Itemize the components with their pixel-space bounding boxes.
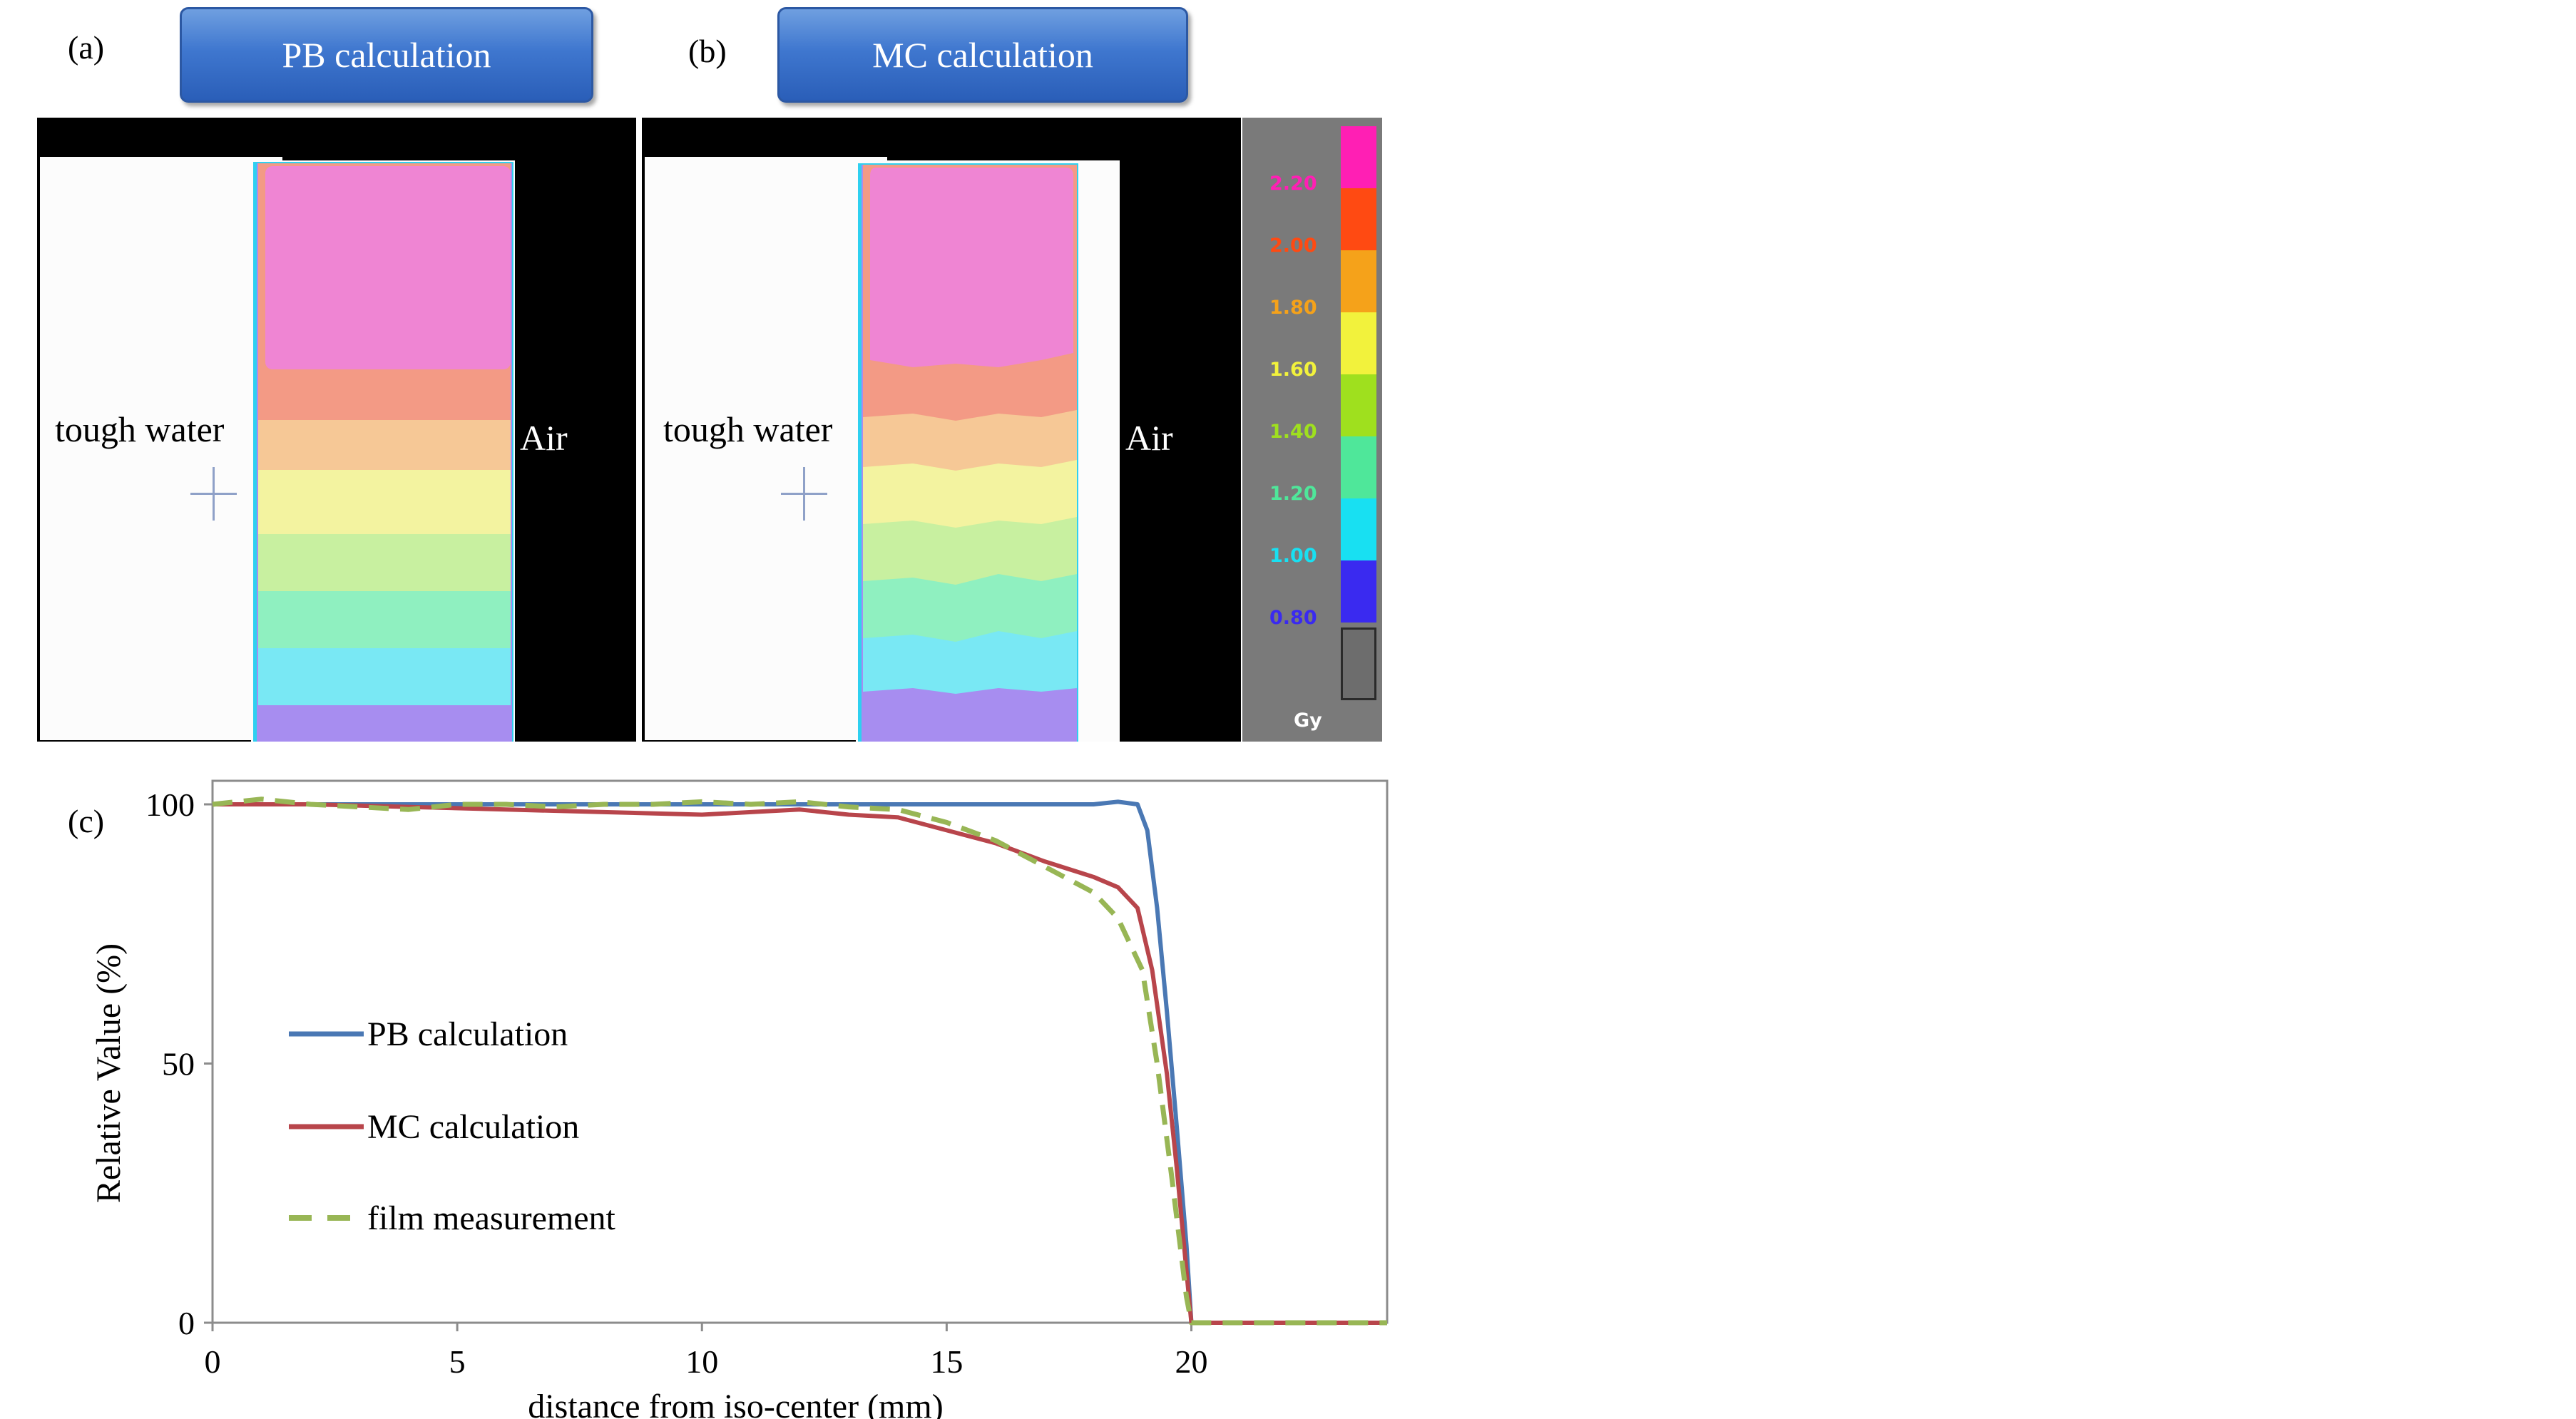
mc-dose-bands	[856, 160, 1120, 742]
scale-block-2-20	[1341, 126, 1376, 188]
scale-label-2-00: 2.00	[1269, 235, 1317, 257]
panel-a-label: (a)	[68, 29, 105, 66]
legend-label-3: film measurement	[367, 1199, 616, 1237]
scale-block-1-80	[1341, 250, 1376, 312]
scale-block-2-00	[1341, 188, 1376, 250]
relative-dose-chart: 0 50 100 0 5 10 15 20 distance from iso-center (…	[90, 779, 1389, 1419]
y-tick-label: 50	[162, 1046, 195, 1082]
plot-area	[211, 779, 1389, 1324]
scale-block-1-20	[1341, 436, 1376, 498]
scale-label-1-20: 1.20	[1269, 483, 1317, 505]
pb-dose-map: tough water Air	[37, 118, 636, 742]
mc-tough-water-label: tough water	[663, 409, 833, 449]
scale-label-1-60: 1.60	[1269, 359, 1317, 381]
y-axis-label: Relative Value (%)	[90, 943, 128, 1203]
legend-label-1: PB calculation	[367, 1015, 568, 1053]
scale-block-1-60	[1341, 312, 1376, 374]
scale-label-1-80: 1.80	[1269, 297, 1317, 319]
scale-block-1-00	[1341, 498, 1376, 560]
scale-block-1-40	[1341, 374, 1376, 436]
mc-calculation-title: MC calculation	[777, 7, 1188, 103]
panel-b-label: (b)	[688, 33, 727, 69]
pb-calculation-title: PB calculation	[180, 7, 593, 103]
pb-tough-water-label: tough water	[55, 409, 225, 449]
scale-label-0-80: 0.80	[1269, 607, 1317, 629]
scale-label-1-00: 1.00	[1269, 545, 1317, 567]
x-tick-label: 0	[205, 1343, 221, 1380]
pb-dose-bands	[251, 160, 515, 742]
series-line-film-measurement	[212, 796, 1387, 1326]
pb-air-label: Air	[520, 418, 568, 458]
x-tick-label: 10	[685, 1343, 718, 1380]
y-tick-label: 0	[178, 1305, 195, 1341]
scale-block-0-80	[1341, 560, 1376, 623]
y-tick-label: 100	[145, 787, 195, 823]
dose-color-scale: 2.20 2.00 1.80 1.60 1.40 1.20 1.00 0.80 Gy	[1242, 118, 1382, 742]
scale-unit-label: Gy	[1294, 710, 1322, 732]
scale-label-2-20: 2.20	[1269, 173, 1317, 195]
scale-label-1-40: 1.40	[1269, 421, 1317, 443]
mc-dose-map: tough water Air	[642, 118, 1241, 742]
mc-air-label: Air	[1125, 418, 1173, 458]
panel-c-label: (c)	[68, 803, 105, 839]
x-tick-label: 15	[930, 1343, 963, 1380]
legend-label-2: MC calculation	[367, 1108, 579, 1146]
x-axis-label: distance from iso-center (mm)	[528, 1388, 943, 1419]
scale-below-range-block	[1341, 627, 1376, 700]
x-tick-label: 20	[1175, 1343, 1208, 1380]
x-tick-label: 5	[449, 1343, 466, 1380]
